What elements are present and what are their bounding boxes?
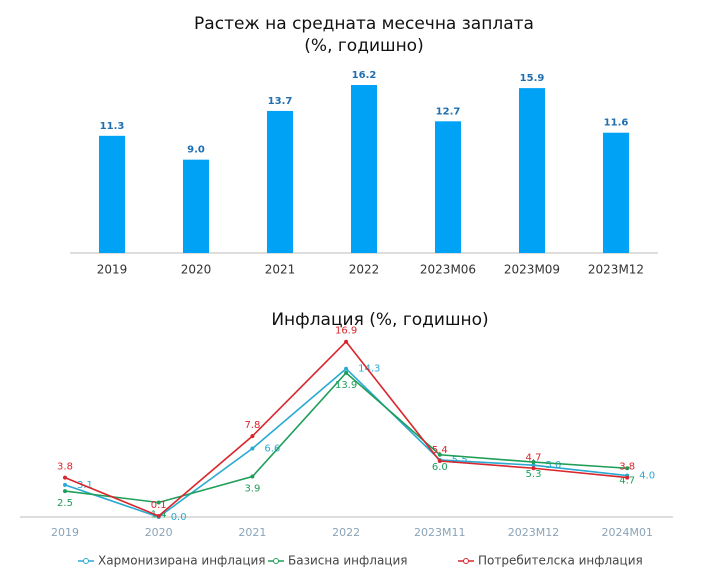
- x-tick-label: 2019: [51, 526, 79, 539]
- x-tick-label: 2022: [332, 526, 360, 539]
- data-label: 5.5: [452, 455, 468, 466]
- data-label: 13.7: [268, 96, 293, 107]
- data-label: 13.9: [335, 380, 357, 391]
- data-label: 2.5: [57, 498, 73, 509]
- point: [63, 482, 67, 487]
- line: [64, 367, 628, 518]
- data-label: 7.8: [244, 420, 260, 431]
- legend-marker: [83, 558, 89, 564]
- x-tick-label: 2023M06: [420, 263, 476, 277]
- point: [531, 466, 536, 471]
- data-label: 5.3: [526, 469, 542, 480]
- legend-label: Хармонизирана инфлация: [98, 554, 266, 568]
- legend-marker: [273, 558, 279, 564]
- data-label: 5.0: [546, 460, 562, 471]
- legend-label: Базисна инфлация: [288, 554, 408, 568]
- bar: [351, 85, 377, 253]
- data-label: 6.6: [264, 444, 280, 455]
- data-label: 4.7: [526, 452, 542, 463]
- chart-title: Растеж на средната месечна заплата: [194, 14, 534, 34]
- x-tick-label: 2020: [181, 263, 212, 277]
- x-tick-label: 2023M11: [414, 526, 465, 539]
- point: [156, 513, 161, 518]
- x-tick-label: 2023M12: [588, 263, 644, 277]
- chart-title: Инфлация (%, годишно): [271, 310, 488, 330]
- data-label: 3.8: [57, 462, 73, 473]
- point: [625, 475, 630, 480]
- bar: [99, 135, 125, 253]
- x-tick-label: 2019: [97, 263, 128, 277]
- data-label: 15.9: [520, 73, 545, 84]
- point: [250, 474, 255, 479]
- point: [344, 339, 349, 344]
- bar: [435, 121, 461, 254]
- data-label: 4.7: [619, 475, 635, 486]
- point: [531, 460, 536, 465]
- x-tick-label: 2021: [265, 263, 296, 277]
- point: [344, 366, 349, 371]
- data-label: 11.6: [604, 118, 629, 129]
- point: [250, 446, 255, 451]
- line: [64, 371, 628, 504]
- data-label: 5.4: [432, 445, 448, 456]
- data-label: 11.3: [100, 121, 125, 132]
- data-label: 14.3: [358, 364, 380, 375]
- x-tick-label: 2023M12: [508, 526, 559, 539]
- data-label: 4.0: [639, 471, 655, 482]
- data-label: 6.0: [432, 462, 448, 473]
- point: [156, 500, 161, 505]
- data-label: 9.0: [187, 145, 205, 156]
- chart-subtitle: (%, годишно): [304, 36, 423, 56]
- x-tick-label: 2024M01: [601, 526, 652, 539]
- data-label: 0.1: [151, 500, 167, 511]
- point: [625, 466, 630, 471]
- data-label: 0.0: [171, 512, 187, 523]
- x-tick-label: 2021: [238, 526, 266, 539]
- x-tick-label: 2020: [145, 526, 173, 539]
- point: [250, 434, 255, 439]
- point: [531, 463, 536, 468]
- data-label: 12.7: [436, 106, 461, 117]
- legend-label: Потребителска инфлация: [478, 554, 643, 568]
- point: [437, 459, 442, 464]
- x-tick-label: 2022: [349, 263, 380, 277]
- point: [344, 370, 349, 375]
- data-label: 3.8: [619, 462, 635, 473]
- data-label: 16.9: [335, 326, 357, 337]
- data-label: 16.2: [352, 70, 377, 81]
- point: [437, 452, 442, 457]
- point: [63, 489, 67, 494]
- bar: [519, 88, 545, 253]
- data-label: 3.9: [244, 484, 260, 495]
- bar: [183, 159, 209, 253]
- point: [63, 475, 67, 480]
- bar: [603, 132, 629, 253]
- legend-marker: [463, 558, 469, 564]
- bar: [267, 110, 293, 253]
- x-tick-label: 2023M09: [504, 263, 560, 277]
